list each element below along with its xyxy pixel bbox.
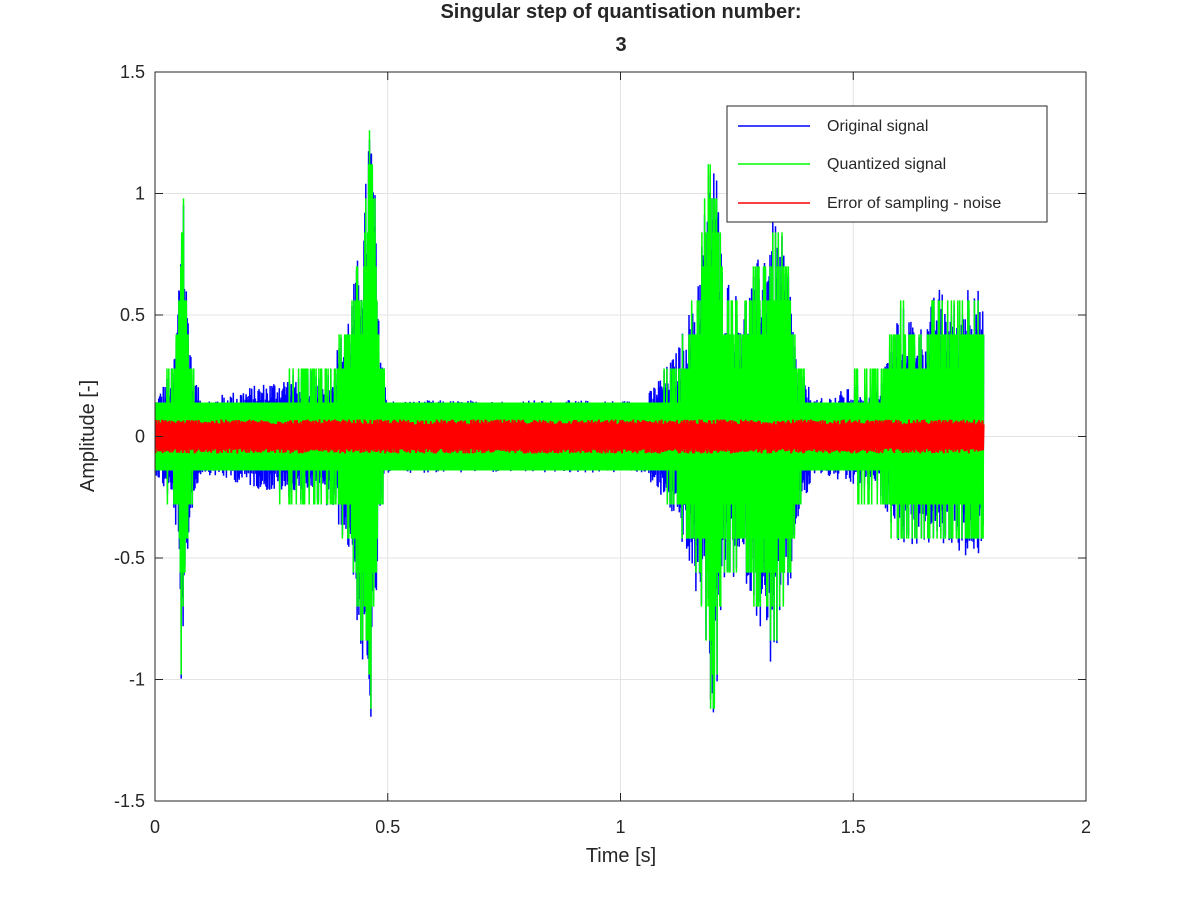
y-tick-label: -1.5 xyxy=(114,791,145,811)
series-layer xyxy=(155,130,985,717)
x-tick-label: 1.5 xyxy=(841,817,866,837)
x-tick-label: 0.5 xyxy=(375,817,400,837)
y-tick-label: 0 xyxy=(135,427,145,447)
series-quantized-signal xyxy=(155,130,985,709)
y-tick-label: 0.5 xyxy=(120,305,145,325)
x-tick-label: 2 xyxy=(1081,817,1091,837)
chart-title-line1: Singular step of quantisation number: xyxy=(440,1,801,23)
axis-ticks: 0 0.5 1 1.5 2 -1.5 -1 -0.5 0 0.5 1 1.5 xyxy=(114,62,1091,837)
series-error-noise xyxy=(155,419,985,454)
x-tick-label: 1 xyxy=(615,817,625,837)
y-tick-label: -0.5 xyxy=(114,548,145,568)
legend: Original signal Quantized signal Error o… xyxy=(726,105,1048,223)
legend-label-original: Original signal xyxy=(827,118,928,135)
chart-title-line2: 3 xyxy=(615,34,626,56)
x-axis-label: Time [s] xyxy=(586,845,656,867)
y-tick-label: -1 xyxy=(129,670,145,690)
error-noise-line xyxy=(155,419,985,454)
y-axis-label: Amplitude [-] xyxy=(77,380,99,492)
legend-label-noise: Error of sampling - noise xyxy=(827,195,1001,212)
legend-label-quantized: Quantized signal xyxy=(827,156,946,173)
y-tick-label: 1 xyxy=(135,184,145,204)
x-tick-label: 0 xyxy=(150,817,160,837)
y-tick-label: 1.5 xyxy=(120,62,145,82)
quantized-signal-line xyxy=(155,130,985,709)
